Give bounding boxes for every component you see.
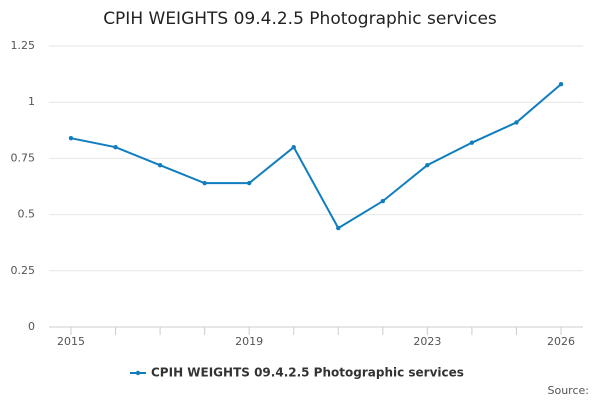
- series-line: [70, 83, 562, 230]
- point: [425, 162, 430, 168]
- point: [202, 180, 207, 186]
- point: [514, 120, 519, 125]
- legend-marker: [135, 370, 141, 376]
- x-tick-label: 2026: [547, 335, 575, 348]
- y-tick-label: 1: [28, 95, 35, 108]
- point: [68, 135, 74, 141]
- point: [469, 140, 475, 145]
- y-tick-label: 0.25: [11, 264, 36, 277]
- y-tick-label: 0.5: [18, 208, 36, 221]
- y-tick-label: 1.25: [11, 39, 36, 52]
- source: Source:: [548, 384, 590, 397]
- point: [380, 198, 386, 204]
- legend-label: CPIH WEIGHTS 09.4.2.5 Photographic servi…: [151, 366, 464, 380]
- x-tick-label: 2019: [235, 335, 263, 348]
- y-tick-label: 0: [28, 320, 35, 333]
- point: [558, 82, 564, 87]
- x-tick-label: 2023: [413, 335, 441, 348]
- point: [113, 144, 118, 150]
- y-tick-label: 0.75: [11, 151, 36, 164]
- x-tick-label: 2015: [57, 335, 85, 348]
- point: [291, 144, 296, 150]
- point: [246, 180, 252, 186]
- chart-title: CPIH WEIGHTS 09.4.2.5 Photographic servi…: [103, 9, 497, 29]
- point: [157, 162, 163, 168]
- point: [336, 225, 341, 231]
